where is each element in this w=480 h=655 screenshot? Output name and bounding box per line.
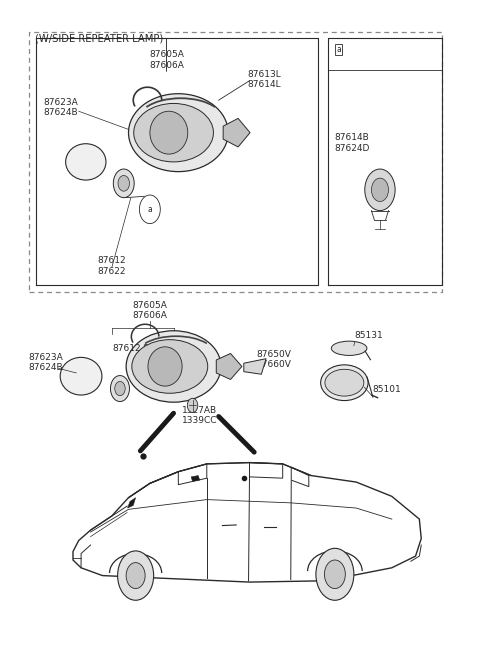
Ellipse shape xyxy=(132,340,208,393)
Text: 87605A: 87605A xyxy=(132,301,168,310)
Text: 87605A: 87605A xyxy=(149,50,184,60)
Polygon shape xyxy=(223,119,250,147)
Ellipse shape xyxy=(134,103,214,162)
Circle shape xyxy=(187,398,198,413)
Text: 87612: 87612 xyxy=(97,256,126,265)
Ellipse shape xyxy=(129,94,228,172)
Ellipse shape xyxy=(325,369,364,396)
Ellipse shape xyxy=(148,346,182,386)
Text: 87612: 87612 xyxy=(112,344,141,353)
Circle shape xyxy=(115,381,125,396)
Circle shape xyxy=(126,563,145,589)
Text: 1327AB: 1327AB xyxy=(182,405,217,415)
Text: 87624D: 87624D xyxy=(334,144,369,153)
Text: 87660V: 87660V xyxy=(257,360,291,369)
Circle shape xyxy=(316,548,354,600)
Polygon shape xyxy=(216,354,242,379)
Text: 87606A: 87606A xyxy=(149,61,184,69)
Text: 87623A: 87623A xyxy=(43,98,78,107)
Polygon shape xyxy=(191,476,200,481)
Text: 87606A: 87606A xyxy=(132,311,168,320)
Circle shape xyxy=(365,169,395,211)
Polygon shape xyxy=(128,498,136,508)
Circle shape xyxy=(118,551,154,600)
Text: 87624B: 87624B xyxy=(43,108,78,117)
Text: 87623A: 87623A xyxy=(29,353,64,362)
Ellipse shape xyxy=(331,341,367,356)
Ellipse shape xyxy=(66,143,106,180)
Ellipse shape xyxy=(60,358,102,395)
Polygon shape xyxy=(244,359,266,374)
Text: 87624B: 87624B xyxy=(29,364,63,372)
Text: 1339CC: 1339CC xyxy=(182,416,217,425)
Circle shape xyxy=(113,169,134,198)
Text: 87614L: 87614L xyxy=(247,80,281,89)
Text: 87622: 87622 xyxy=(97,267,126,276)
Text: a: a xyxy=(147,205,152,214)
Text: 85101: 85101 xyxy=(372,385,401,394)
Text: (W/SIDE REPEATER LAMP): (W/SIDE REPEATER LAMP) xyxy=(35,33,163,44)
Ellipse shape xyxy=(126,331,221,402)
Circle shape xyxy=(324,560,345,589)
Text: 85131: 85131 xyxy=(355,331,384,341)
Text: 87622: 87622 xyxy=(143,344,171,353)
Text: 87614B: 87614B xyxy=(334,134,369,142)
Text: 87613L: 87613L xyxy=(247,70,281,79)
Ellipse shape xyxy=(150,111,188,154)
Circle shape xyxy=(372,178,388,202)
Text: a: a xyxy=(336,45,341,54)
Ellipse shape xyxy=(321,365,368,401)
Circle shape xyxy=(118,176,130,191)
Circle shape xyxy=(110,375,130,402)
Text: 87650V: 87650V xyxy=(257,350,291,359)
